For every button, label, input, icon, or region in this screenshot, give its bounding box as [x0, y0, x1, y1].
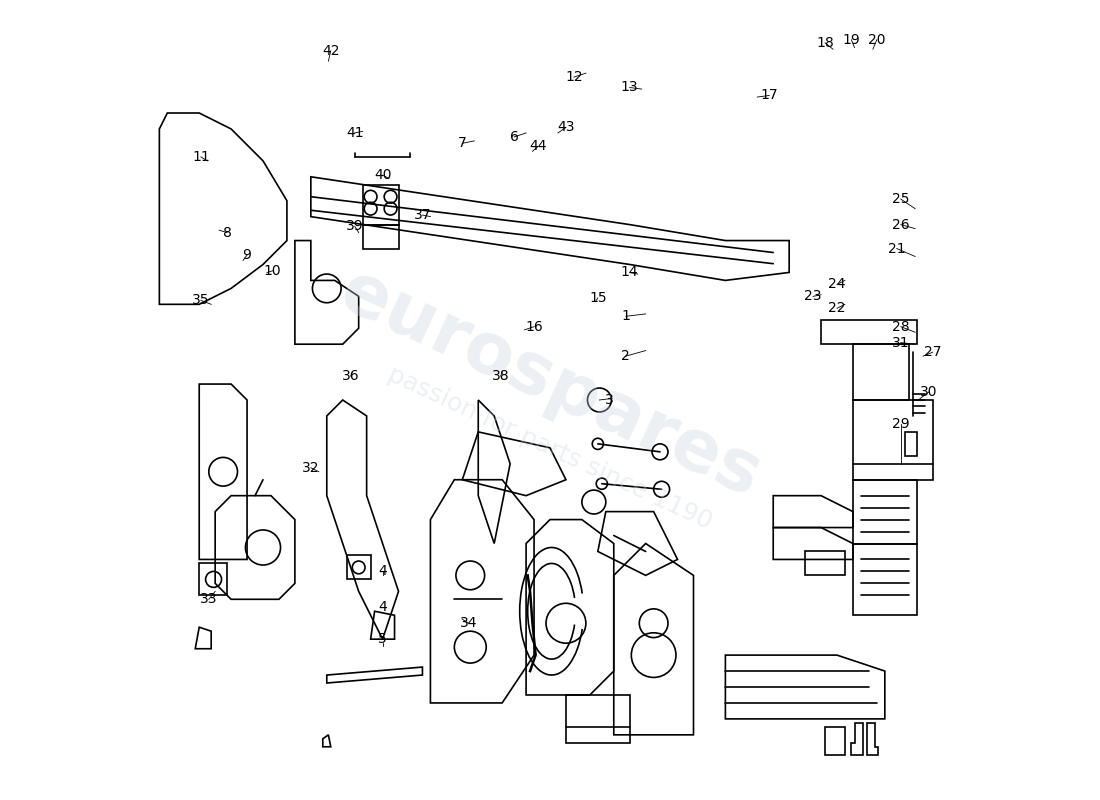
Text: 1: 1	[621, 310, 630, 323]
Text: 29: 29	[892, 417, 910, 431]
Text: 30: 30	[920, 385, 937, 399]
Text: 37: 37	[414, 208, 431, 222]
Text: 28: 28	[892, 320, 910, 334]
Text: 5: 5	[378, 632, 387, 646]
Text: 3: 3	[605, 393, 614, 407]
Text: 8: 8	[222, 226, 232, 239]
Text: 24: 24	[828, 278, 846, 291]
Text: 12: 12	[565, 70, 583, 84]
Text: 41: 41	[345, 126, 363, 140]
Text: 43: 43	[558, 120, 574, 134]
Text: 33: 33	[200, 592, 218, 606]
Text: 44: 44	[529, 139, 547, 154]
Text: 26: 26	[892, 218, 910, 232]
Text: 42: 42	[322, 44, 340, 58]
Text: 4: 4	[378, 565, 387, 578]
Text: 23: 23	[804, 290, 822, 303]
Text: 4: 4	[378, 600, 387, 614]
Text: 10: 10	[264, 264, 282, 278]
Text: 27: 27	[924, 345, 942, 359]
Text: passion for parts since 1190: passion for parts since 1190	[384, 362, 716, 534]
Text: 9: 9	[243, 248, 252, 262]
Text: 35: 35	[192, 294, 210, 307]
Text: 11: 11	[191, 150, 210, 164]
Text: 31: 31	[892, 336, 910, 350]
Text: 39: 39	[345, 219, 363, 234]
Text: 32: 32	[302, 461, 320, 474]
Text: 16: 16	[525, 320, 543, 334]
Text: 7: 7	[458, 136, 466, 150]
Text: 6: 6	[509, 130, 518, 144]
Text: 19: 19	[843, 33, 860, 46]
Text: 20: 20	[868, 33, 886, 46]
Text: 40: 40	[374, 168, 392, 182]
Text: eurospares: eurospares	[329, 256, 771, 512]
Text: 17: 17	[760, 89, 778, 102]
Text: 21: 21	[888, 242, 905, 255]
Text: 25: 25	[892, 192, 910, 206]
Text: 38: 38	[492, 369, 509, 383]
Text: 22: 22	[828, 302, 846, 315]
Text: 36: 36	[342, 369, 360, 383]
Text: 18: 18	[816, 36, 834, 50]
Text: 34: 34	[460, 616, 477, 630]
Text: 2: 2	[621, 349, 630, 363]
Text: 13: 13	[620, 81, 638, 94]
Text: 15: 15	[588, 291, 606, 305]
Text: 14: 14	[620, 266, 638, 279]
